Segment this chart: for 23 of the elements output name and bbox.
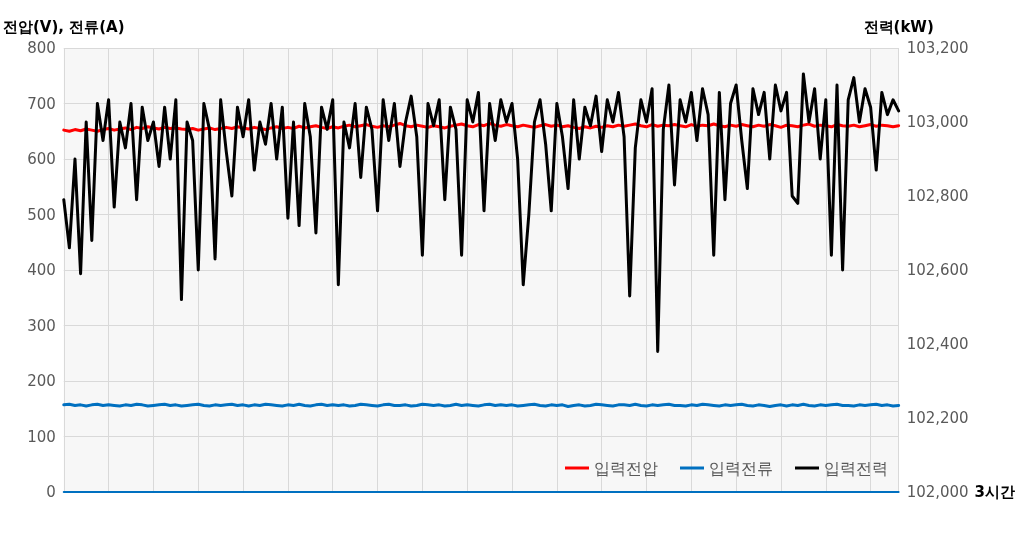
y-tick-label: 700 (27, 94, 56, 113)
y2-tick-label: 102,200 (906, 409, 969, 427)
y2-axis-title: 전력(kW) (863, 17, 934, 36)
y2-tick-label: 102,000 (906, 483, 969, 501)
x-axis-title: 3시간 (974, 483, 1015, 501)
y-tick-label: 500 (27, 205, 56, 224)
y2-tick-label: 103,200 (906, 39, 969, 57)
y-tick-label: 800 (27, 39, 56, 57)
y-tick-label: 600 (27, 150, 56, 168)
y2-tick-label: 102,600 (906, 261, 969, 279)
y-axis-title: 전압(V), 전류(A) (3, 17, 125, 36)
legend-label: 입력전력 (824, 458, 888, 478)
y-tick-label: 100 (27, 427, 56, 446)
y-tick-label: 300 (27, 316, 56, 335)
y-tick-label: 0 (46, 483, 56, 501)
y-tick-label: 400 (27, 261, 56, 279)
legend-label: 입력전류 (709, 458, 773, 478)
legend-label: 입력전압 (594, 458, 658, 478)
y2-tick-label: 102,800 (906, 187, 969, 205)
y-tick-label: 200 (27, 372, 56, 390)
y2-tick-label: 103,000 (906, 113, 969, 131)
y2-tick-label: 102,400 (906, 335, 969, 353)
line-series (62, 72, 901, 353)
